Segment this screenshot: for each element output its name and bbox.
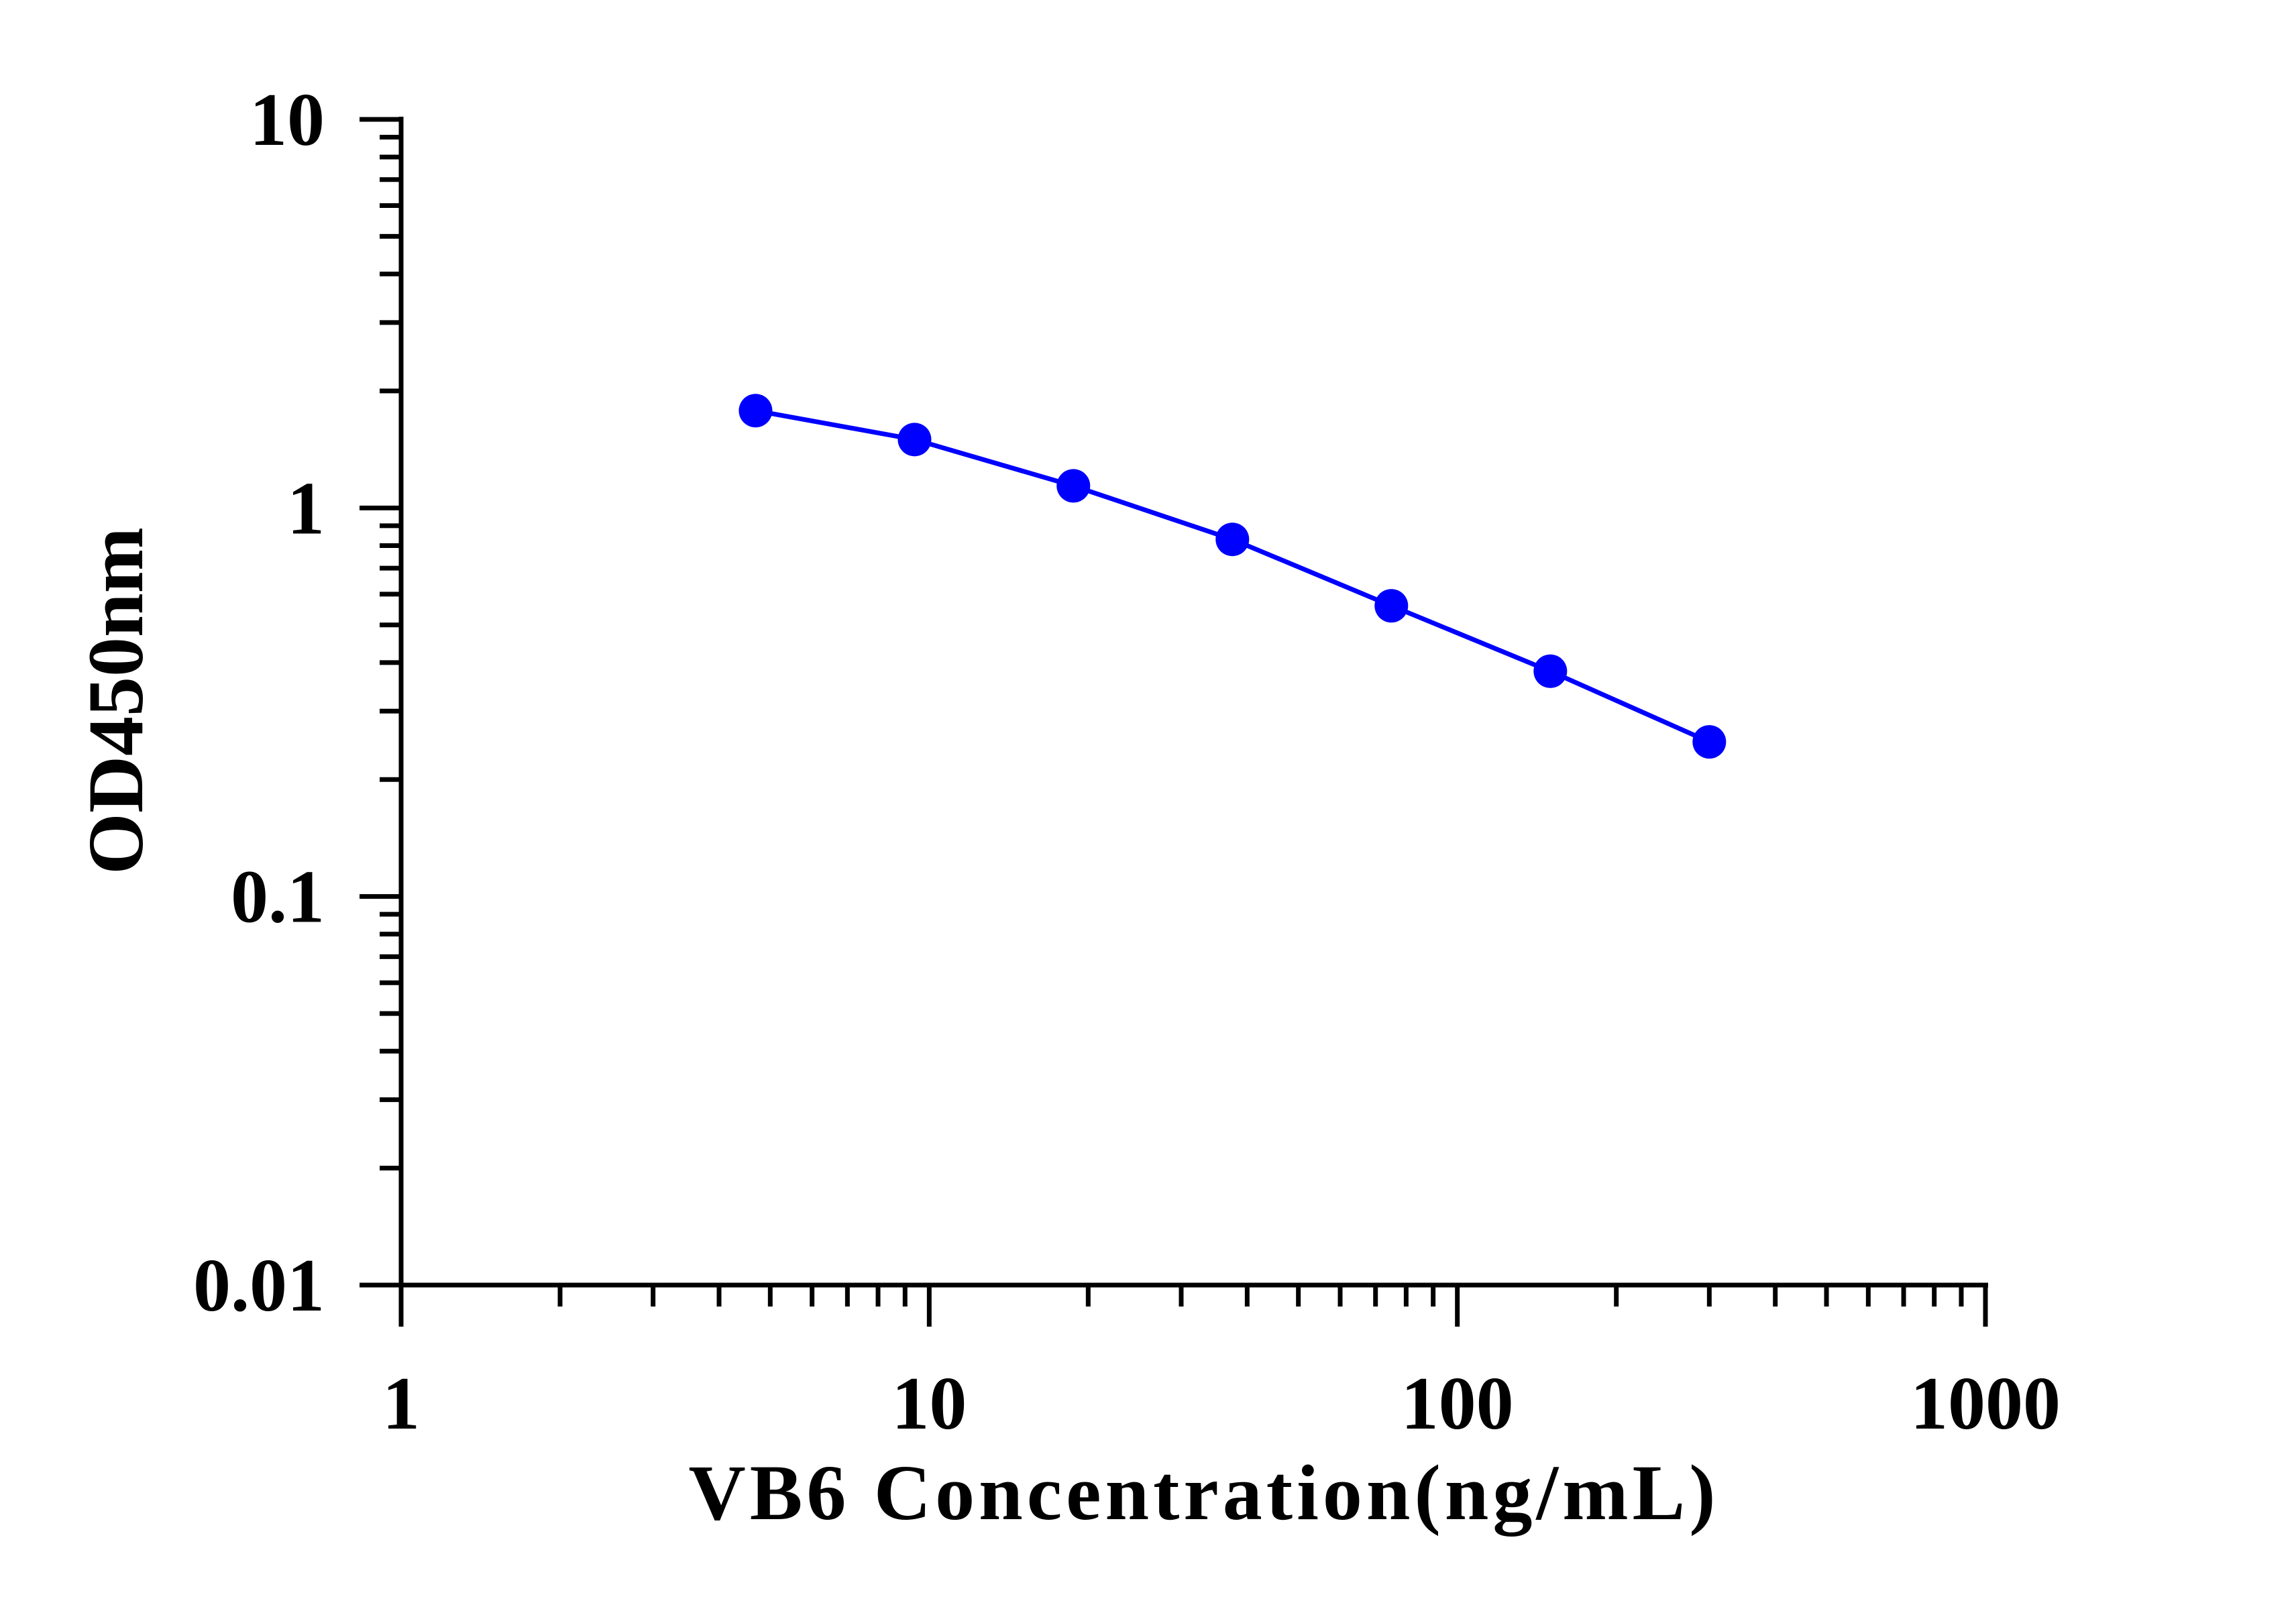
series-line (755, 408, 1710, 744)
data-point (1215, 522, 1250, 557)
x-tick-label: 100 (1401, 1362, 1514, 1445)
x-tick-label: 1 (382, 1362, 420, 1445)
data-point (897, 423, 932, 457)
data-point (739, 394, 773, 428)
y-tick-label: 1 (287, 467, 325, 550)
x-axis-title: VB6 Concentration(ng/mL) (688, 1449, 1719, 1537)
y-tick-label: 10 (250, 78, 325, 162)
x-tick-label: 1000 (1910, 1362, 2061, 1445)
x-tick-label: 10 (891, 1362, 967, 1445)
axes (398, 117, 1988, 1288)
y-tick-label: 0.1 (231, 856, 325, 939)
data-point (1374, 589, 1409, 623)
y-tick-label: 0.01 (193, 1244, 325, 1327)
tick-labels: 1 10 100 1000 0.01 0.1 1 10 (193, 78, 2061, 1445)
y-axis-title: OD450nm (72, 527, 160, 875)
data-point (1692, 725, 1727, 759)
axis-ticks (360, 117, 1988, 1327)
data-point (1056, 469, 1091, 503)
data-point (1533, 654, 1568, 688)
data-series (739, 394, 1727, 759)
